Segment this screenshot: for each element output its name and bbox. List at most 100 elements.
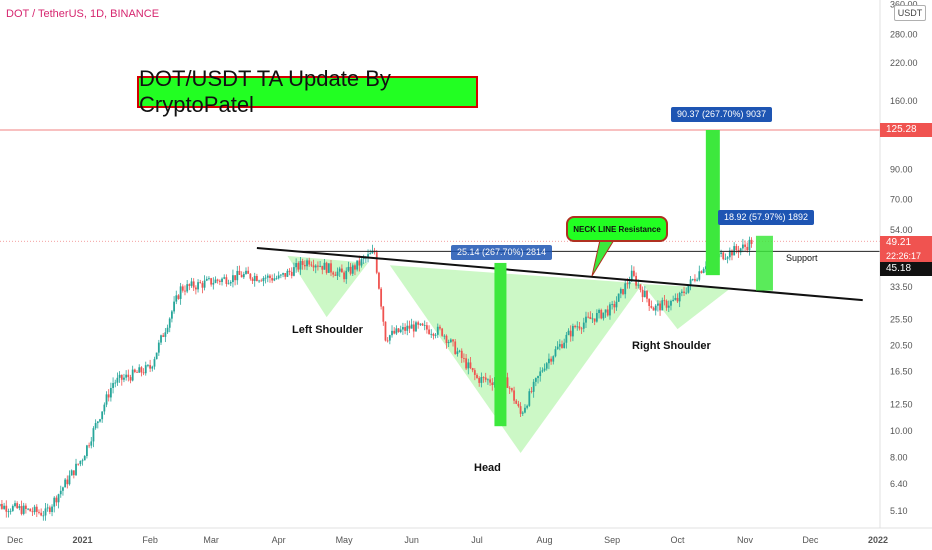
candle-body [452,339,454,342]
candle-body [256,275,258,281]
candle-body [153,359,156,367]
candle-body [308,260,311,265]
candle-body [83,456,86,461]
candle-body [68,475,71,485]
candle-body [489,379,491,383]
candle-body [415,322,417,332]
candle-body [687,286,690,293]
candle-body [96,421,99,424]
candle-body [356,260,359,270]
candle-body [51,506,53,512]
candle-body [70,470,73,476]
right-shoulder-label: Right Shoulder [632,340,711,352]
candle-body [321,265,324,270]
candle-body [646,290,648,299]
y-tick-label: 6.40 [890,479,908,489]
candle-body [103,404,106,412]
candle-body [349,266,352,274]
candle-body [284,273,287,277]
x-tick-label: Dec [802,535,819,545]
measure-bar-small [755,235,773,291]
candle-body [293,267,295,276]
candle-body [508,387,511,389]
candle-body [694,279,696,281]
candle-body [223,277,226,279]
candle-body [125,374,128,378]
y-tick-label: 25.50 [890,314,913,324]
candle-body [545,363,548,369]
x-tick-label: Dec [7,535,24,545]
candle-body [9,510,12,512]
candle-body [622,288,624,295]
candle-body [650,305,653,308]
candle-body [369,253,372,255]
y-tick-label: 20.50 [890,340,913,350]
candle-body [428,329,430,334]
candle-body [147,365,149,366]
candle-body [275,278,278,280]
candle-body [279,274,282,276]
currency-button[interactable]: USDT [894,5,926,21]
candle-body [661,300,664,311]
support-price-tag: 45.18 [880,262,932,276]
y-tick-label: 16.50 [890,366,913,376]
candle-body [367,254,369,258]
candle-body [700,271,703,273]
candle-body [698,271,701,280]
candle-body [447,342,450,344]
candle-body [38,511,40,513]
candle-body [702,269,705,273]
candle-body [338,268,341,272]
candle-body [282,273,284,275]
candle-body [306,260,308,267]
candle-body [327,263,330,273]
candle-body [735,246,738,251]
candle-body [35,506,38,512]
candle-body [726,257,729,259]
candle-body [600,309,603,319]
candle-body [234,275,237,281]
candle-body [478,377,481,383]
candle-body [168,318,171,328]
candle-body [144,365,147,374]
left-shoulder-label: Left Shoulder [292,324,363,336]
candle-body [375,252,378,273]
candle-body [236,270,239,281]
candle-body [297,263,300,270]
candle-body [558,344,561,347]
candle-body [750,239,753,244]
candle-body [127,374,130,378]
candle-body [277,275,280,279]
candle-body [680,291,683,293]
candle-body [42,515,45,517]
y-tick-label: 90.00 [890,164,913,174]
candle-body [384,321,387,341]
candle-body [273,278,276,281]
candle-body [295,263,298,268]
candle-body [484,377,487,380]
candle-body [517,403,520,407]
candle-body [299,261,302,270]
candle-body [493,381,496,386]
pattern-layer [287,255,730,454]
candle-body [186,284,189,292]
candle-body [325,262,328,273]
candle-body [269,275,271,279]
support-label: Support [786,253,818,263]
candle-body [524,407,526,413]
candle-body [22,505,25,514]
candle-body [652,307,655,311]
candle-body [391,330,393,336]
candle-body [491,382,494,386]
candle-body [214,279,217,283]
candle-body [1,503,3,509]
x-tick-label: May [336,535,354,545]
candle-body [303,264,306,267]
candle-body [556,346,559,350]
chart-title: DOT/USDT TA Update By CryptoPatel [137,66,478,117]
candle-body [72,470,75,476]
candle-body [358,260,361,266]
candle-body [399,329,402,333]
candle-body [249,273,252,279]
candle-body [27,508,29,510]
